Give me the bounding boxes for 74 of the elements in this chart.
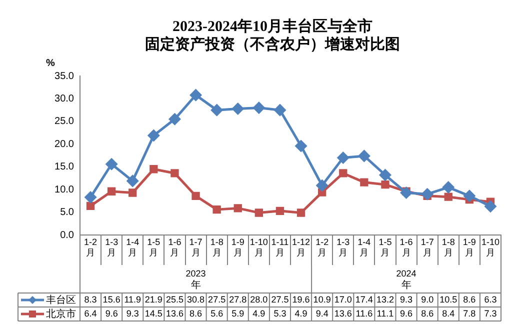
x-tick-label: 1-12月 — [292, 236, 310, 258]
data-label: 5.3 — [274, 308, 286, 318]
data-label: 4.9 — [252, 308, 266, 318]
x-tick-label: 1-7月 — [420, 236, 434, 258]
x-tick-label: 1-6月 — [168, 236, 182, 258]
x-tick-label: 1-10月 — [250, 236, 268, 258]
data-label: 25.5 — [166, 294, 184, 304]
data-label: 13.6 — [334, 308, 352, 318]
data-label: 8.4 — [442, 308, 455, 318]
y-tick-label: 25.0 — [54, 116, 74, 128]
data-label: 5.6 — [210, 308, 224, 318]
legend-label: 北京市 — [46, 308, 76, 320]
data-label: 7.3 — [484, 308, 497, 318]
data-label: 9.6 — [105, 308, 118, 318]
text: 2023年 — [186, 268, 206, 291]
y-tick-label: 5.0 — [60, 207, 74, 218]
x-tick-label: 1-9月 — [231, 236, 244, 258]
data-label: 9.6 — [400, 308, 413, 318]
chart-title: 2023-2024年10月丰台区与全市固定资产投资（不含农户）增速对比图 — [145, 16, 400, 53]
data-label: 9.3 — [126, 308, 139, 318]
y-axis-title: % — [46, 58, 55, 69]
data-label: 28.0 — [250, 294, 268, 304]
y-tick-label: 15.0 — [54, 162, 74, 173]
data-label: 21.9 — [144, 294, 162, 304]
x-tick-label: 1-3月 — [336, 236, 350, 258]
text: 2024年 — [396, 268, 416, 291]
data-label: 8.3 — [84, 294, 97, 304]
x-tick-label: 1-4月 — [358, 236, 371, 258]
x-tick-label: 1-7月 — [189, 236, 202, 258]
data-label: 13.6 — [166, 308, 184, 318]
data-label: 9.3 — [400, 294, 413, 304]
x-tick-label: 1-10月 — [481, 236, 500, 258]
x-tick-label: 1-5月 — [147, 236, 160, 258]
data-label: 27.5 — [271, 294, 289, 304]
x-tick-label: 1-4月 — [126, 236, 140, 258]
data-label: 11.1 — [376, 308, 394, 318]
data-label: 10.9 — [313, 294, 331, 304]
x-tick-label: 1-2月 — [316, 236, 329, 258]
data-label: 6.4 — [84, 308, 97, 318]
x-tick-label: 1-9月 — [462, 236, 476, 258]
data-label: 8.6 — [190, 308, 202, 318]
data-label: 8.6 — [421, 308, 434, 318]
data-label: 13.2 — [376, 294, 394, 304]
data-label: 17.0 — [334, 294, 352, 304]
legend-label: 丰台区 — [46, 294, 76, 306]
y-tick-label: 35.0 — [54, 70, 74, 82]
data-label: 19.6 — [292, 294, 310, 304]
data-label: 10.5 — [440, 294, 458, 304]
x-tick-label: 1-5月 — [378, 236, 392, 258]
x-tick-label: 1-6月 — [400, 236, 413, 258]
data-label: 4.9 — [294, 308, 308, 318]
data-label: 30.8 — [187, 294, 205, 304]
data-label: 8.6 — [463, 294, 476, 304]
x-tick-label: 1-11月 — [271, 236, 289, 258]
data-label: 5.9 — [232, 308, 244, 318]
y-tick-label: 0.0 — [60, 230, 74, 241]
data-label: 11.9 — [124, 294, 142, 304]
y-tick-label: 30.0 — [54, 93, 74, 104]
data-label: 27.8 — [229, 294, 247, 304]
data-label: 17.4 — [355, 294, 373, 304]
data-label: 14.5 — [144, 308, 162, 318]
y-tick-label: 10.0 — [54, 184, 74, 196]
data-label: 9.0 — [421, 294, 434, 304]
x-tick-label: 1-8月 — [210, 236, 224, 258]
data-label: 7.8 — [463, 308, 476, 318]
data-label: 15.6 — [102, 294, 120, 304]
data-label: 11.6 — [356, 308, 373, 318]
x-tick-label: 1-2月 — [84, 236, 98, 258]
x-tick-label: 1-3月 — [105, 236, 118, 258]
data-label: 27.5 — [208, 294, 226, 304]
y-tick-label: 20.0 — [54, 138, 74, 150]
data-label: 6.3 — [484, 294, 497, 304]
data-label: 9.4 — [316, 308, 328, 318]
x-tick-label: 1-8月 — [442, 236, 455, 258]
